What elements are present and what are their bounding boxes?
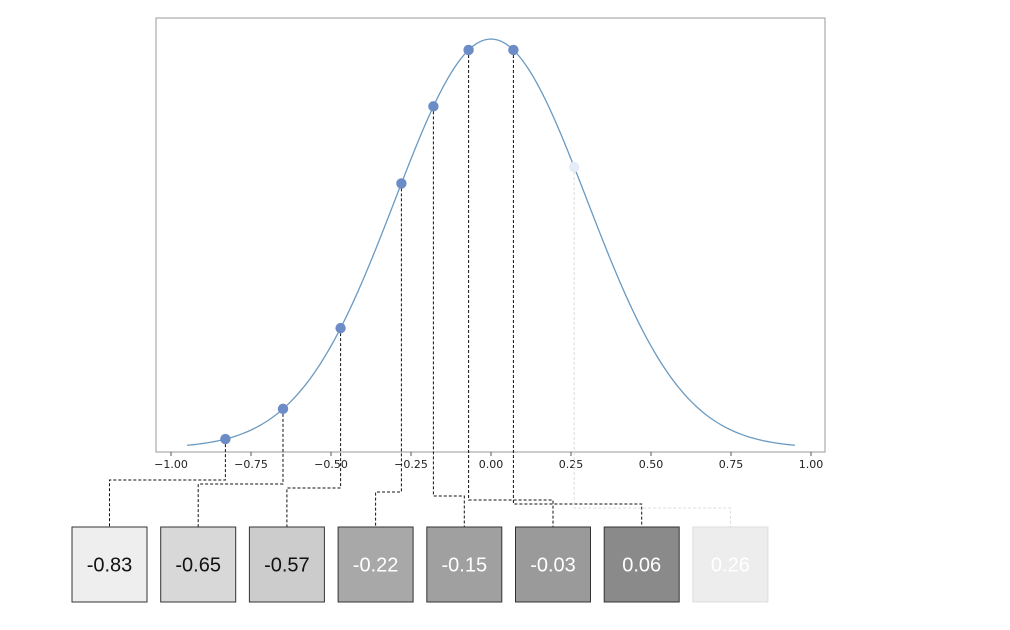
- plot-area-frame: [155, 17, 826, 453]
- data-point: [220, 433, 231, 445]
- x-tick-label: 0.50: [639, 458, 664, 471]
- value-box: [426, 526, 503, 603]
- value-box-label: -0.22: [353, 555, 399, 577]
- x-tick-label: 0.00: [479, 458, 504, 471]
- connector-line: [468, 49, 554, 527]
- gaussian-curve: [186, 38, 796, 446]
- x-tick-label: −0.50: [314, 458, 348, 471]
- value-box-label: -0.03: [530, 555, 576, 577]
- connector-line: [432, 106, 465, 527]
- value-box-label: -0.83: [87, 555, 133, 577]
- connector-line: [573, 167, 731, 527]
- value-box: [692, 526, 769, 603]
- connector-lines: [109, 49, 731, 527]
- connector-line: [512, 49, 643, 527]
- x-axis-ticks: −1.00 −0.75 −0.50 −0.25 0.00 0.25 0.50 0.75 1.00: [154, 452, 823, 471]
- x-tick-label: 1.00: [799, 458, 824, 471]
- x-tick-label: −1.00: [154, 458, 188, 471]
- x-tick-label: 0.25: [559, 458, 584, 471]
- data-point: [277, 403, 289, 415]
- data-points: [220, 44, 580, 445]
- data-point: [508, 44, 519, 56]
- value-box-label: 0.26: [711, 555, 750, 577]
- value-boxes: -0.83 -0.65 -0.57 -0.22 -0.15 -0.03 0.06 0.26: [71, 526, 769, 603]
- value-box: [515, 526, 591, 603]
- connector-line: [375, 183, 402, 527]
- x-tick-label: −0.75: [234, 458, 268, 471]
- data-point: [335, 322, 346, 334]
- data-point: [463, 44, 474, 56]
- data-point: [569, 161, 580, 173]
- value-box-label: 0.06: [622, 555, 661, 577]
- data-point: [428, 101, 439, 112]
- value-box: [248, 526, 325, 603]
- connector-line: [197, 408, 284, 527]
- value-box-label: -0.57: [264, 555, 310, 577]
- value-box: [71, 526, 148, 603]
- connector-line: [286, 328, 342, 527]
- connector-line: [109, 439, 226, 527]
- value-box: [160, 526, 237, 603]
- x-tick-label: −0.25: [394, 458, 428, 471]
- data-point: [396, 178, 407, 189]
- x-tick-label: 0.75: [719, 458, 744, 471]
- value-box-label: -0.15: [442, 555, 488, 577]
- value-box: [337, 526, 414, 603]
- value-box-label: -0.65: [175, 555, 221, 577]
- value-box: [603, 526, 680, 603]
